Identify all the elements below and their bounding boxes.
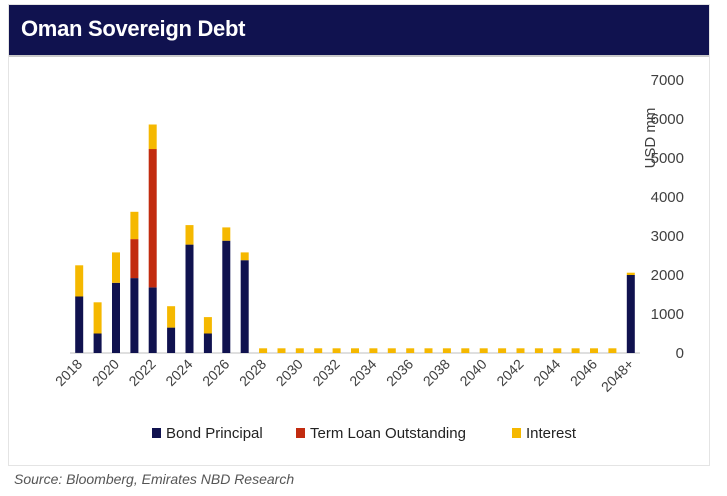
bar-bond-principal-2018 [75,296,84,353]
chart-title: Oman Sovereign Debt [21,16,246,41]
bar-interest-2022 [148,124,157,150]
bar-interest-2043 [534,348,543,353]
bar-bond-principal-2025 [203,333,212,353]
bar-interest-2026 [222,227,231,241]
bar-interest-2024 [185,225,194,245]
y-tick-label: 6000 [651,111,684,128]
legend-swatch [512,428,521,438]
bar-interest-2033 [351,348,359,353]
bar-interest-2035 [387,348,396,353]
x-tick-label: 2020 [89,356,122,389]
bar-term-loan-outstanding-2021 [130,239,139,279]
x-tick-label: 2030 [273,356,306,389]
legend-label: Term Loan Outstanding [310,425,466,442]
bar-interest-2032 [332,348,341,353]
bar-interest-2039 [461,348,470,353]
bar-interest-2030 [295,348,304,353]
title-bar: Oman Sovereign Debt [9,5,709,55]
x-tick-label: 2034 [346,356,379,389]
x-tick-label: 2026 [199,356,232,389]
title-divider [9,55,709,57]
bar-bond-principal-2021 [130,278,139,353]
bar-interest-2047 [608,348,617,353]
y-tick-label: 7000 [651,72,684,89]
bar-bond-principal-2026 [222,240,231,353]
x-tick-label: 2018 [52,356,85,389]
legend-label: Bond Principal [166,425,263,442]
bar-interest-2034 [369,348,378,353]
bar-term-loan-outstanding-2022 [148,149,157,288]
x-tick-label: 2040 [456,356,489,389]
bar-bond-principal-2023 [167,327,176,353]
source-note: Source: Bloomberg, Emirates NBD Research [14,471,295,487]
bar-interest-2031 [314,348,323,353]
bar-bond-principal-2024 [185,244,194,353]
bar-interest-2046 [590,348,598,353]
bar-bond-principal-2022 [148,287,157,353]
bar-interest-2020 [112,252,120,283]
x-tick-label: 2024 [162,356,195,389]
bar-interest-2048+ [626,272,635,275]
bar-interest-2038 [442,348,451,353]
bar-interest-2023 [167,306,176,328]
x-tick-label: 2048+ [598,356,637,395]
legend-label: Interest [526,425,577,442]
x-tick-label: 2044 [530,356,563,389]
bar-interest-2018 [75,265,84,297]
y-tick-label: 5000 [651,150,684,167]
x-tick-label: 2028 [236,356,269,389]
x-tick-label: 2036 [383,356,416,389]
bar-interest-2021 [130,211,139,240]
bar-interest-2029 [277,348,286,353]
bar-bond-principal-2020 [112,282,120,353]
y-tick-label: 1000 [651,306,684,323]
legend-swatch [152,428,161,438]
bar-interest-2027 [240,252,249,261]
y-tick-label: 3000 [651,228,684,245]
y-tick-label: 2000 [651,267,684,284]
x-tick-label: 2032 [309,356,342,389]
bar-interest-2019 [93,302,102,334]
y-tick-label: 0 [676,345,684,362]
y-axis-label: USD mm [642,108,659,169]
x-tick-label: 2022 [125,356,158,389]
legend-swatch [296,428,305,438]
y-tick-label: 4000 [651,189,684,206]
bar-bond-principal-2027 [240,260,249,353]
bar-bond-principal-2019 [93,333,102,353]
x-tick-label: 2038 [420,356,453,389]
x-tick-label: 2046 [567,356,600,389]
bar-interest-2025 [203,317,212,334]
x-tick-label: 2042 [493,356,526,389]
bar-interest-2037 [424,348,433,353]
chart-frame: Oman Sovereign Debt [9,5,709,465]
bar-interest-2044 [553,348,562,353]
bar-interest-2041 [498,348,507,353]
bar-interest-2040 [479,348,488,353]
bar-interest-2045 [571,348,580,353]
bar-interest-2042 [516,348,525,353]
bar-bond-principal-2048+ [626,275,635,353]
bar-interest-2036 [406,348,415,353]
bar-interest-2028 [259,348,268,353]
